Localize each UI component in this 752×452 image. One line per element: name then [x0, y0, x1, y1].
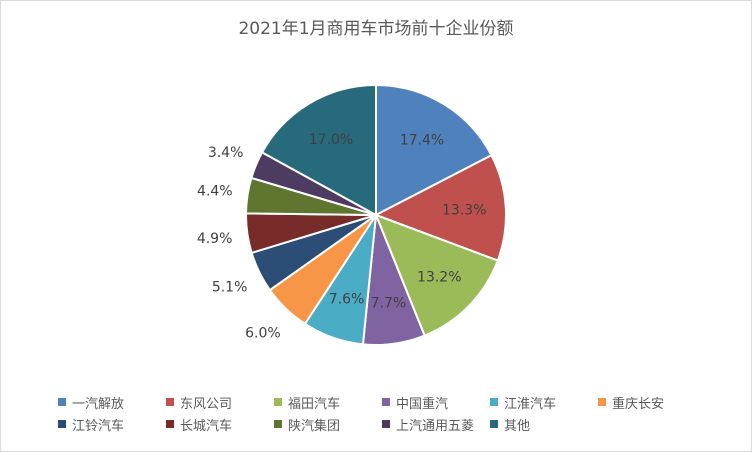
legend-item-1: 一汽解放	[58, 393, 166, 412]
data-label-8: 4.9%	[197, 231, 233, 247]
legend-swatch	[382, 420, 390, 428]
legend-item-11: 其他	[490, 415, 598, 434]
legend-item-7: 江铃汽车	[58, 415, 166, 434]
pie-slice-3	[374, 213, 500, 337]
legend-swatch	[274, 398, 282, 406]
pie-slice-1	[375, 83, 493, 217]
legend-swatch	[166, 420, 174, 428]
chart-legend: 一汽解放 东风公司 福田汽车 中国重汽 江淮汽车 重庆长安江铃汽车 长城汽车 陕汽集团 上汽通用…	[58, 391, 738, 435]
data-label-7: 5.1%	[212, 280, 248, 296]
legend-swatch	[598, 398, 606, 406]
legend-row: 一汽解放 东风公司 福田汽车 中国重汽 江淮汽车 重庆长安	[58, 391, 738, 413]
legend-item-2: 东风公司	[166, 393, 274, 412]
data-label-4: 7.7%	[371, 296, 407, 312]
legend-swatch	[58, 398, 66, 406]
legend-row: 江铃汽车 长城汽车 陕汽集团 上汽通用五菱 其他	[58, 413, 738, 435]
legend-swatch	[490, 398, 498, 406]
legend-label: 陕汽集团	[288, 418, 341, 434]
legend-label: 一汽解放	[72, 396, 125, 412]
legend-label: 江淮汽车	[504, 396, 557, 412]
legend-item-10: 上汽通用五菱	[382, 415, 490, 434]
legend-item-5: 江淮汽车	[490, 393, 598, 412]
legend-item-6: 重庆长安	[598, 393, 706, 412]
chart-title: 2021年1月商用车市场前十企业份额	[238, 19, 514, 39]
data-label-9: 4.4%	[197, 184, 233, 200]
legend-label: 江铃汽车	[72, 418, 125, 434]
legend-label: 上汽通用五菱	[396, 418, 475, 434]
legend-label: 东风公司	[180, 396, 233, 412]
legend-label: 重庆长安	[612, 396, 665, 412]
legend-swatch	[166, 398, 174, 406]
legend-label: 长城汽车	[180, 418, 233, 434]
legend-item-9: 陕汽集团	[274, 415, 382, 434]
legend-label: 中国重汽	[396, 396, 449, 412]
data-label-11: 17.0%	[309, 132, 353, 148]
legend-item-3: 福田汽车	[274, 393, 382, 412]
legend-swatch	[382, 398, 390, 406]
data-label-10: 3.4%	[208, 145, 244, 161]
legend-swatch	[58, 420, 66, 428]
pie-slice-2	[373, 153, 507, 262]
legend-swatch	[490, 420, 498, 428]
data-label-3: 13.2%	[417, 270, 461, 286]
data-label-5: 7.6%	[329, 291, 365, 307]
legend-label: 福田汽车	[288, 396, 341, 412]
legend-swatch	[274, 420, 282, 428]
data-label-2: 13.3%	[442, 203, 486, 219]
legend-label: 其他	[504, 418, 531, 434]
legend-item-4: 中国重汽	[382, 393, 490, 412]
pie-slice-11	[260, 83, 377, 217]
legend-item-8: 长城汽车	[166, 415, 274, 434]
data-label-1: 17.4%	[400, 132, 444, 148]
data-label-6: 6.0%	[245, 325, 281, 341]
